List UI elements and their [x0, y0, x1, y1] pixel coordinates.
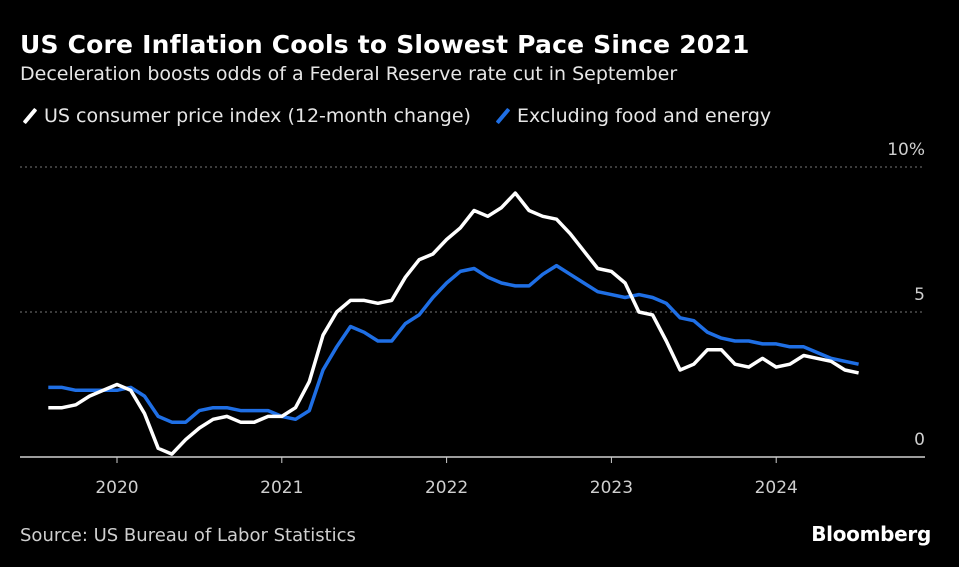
x-tick-label: 2023 [590, 478, 633, 498]
legend-item-core: Excluding food and energy [493, 105, 771, 127]
core-cpi-line [48, 263, 859, 424]
y-tick-label: 5 [914, 285, 925, 305]
chart-title: US Core Inflation Cools to Slowest Pace … [20, 30, 750, 59]
legend: US consumer price index (12-month change… [20, 105, 793, 127]
source-note: Source: US Bureau of Labor Statistics [20, 525, 356, 546]
legend-item-cpi: US consumer price index (12-month change… [20, 105, 471, 127]
x-tick-label: 2021 [260, 478, 303, 498]
legend-label-core: Excluding food and energy [516, 105, 772, 127]
y-tick-label: 10% [887, 140, 925, 160]
chart-subtitle: Deceleration boosts odds of a Federal Re… [20, 63, 678, 85]
x-tick-label: 2024 [755, 478, 798, 498]
legend-label-cpi: US consumer price index (12-month change… [44, 105, 471, 127]
cpi-line [48, 191, 859, 456]
x-tick-label: 2022 [425, 478, 468, 498]
x-tick-label: 2020 [95, 478, 138, 498]
bloomberg-logo: Bloomberg [811, 522, 931, 546]
y-tick-label: 0 [914, 430, 925, 450]
